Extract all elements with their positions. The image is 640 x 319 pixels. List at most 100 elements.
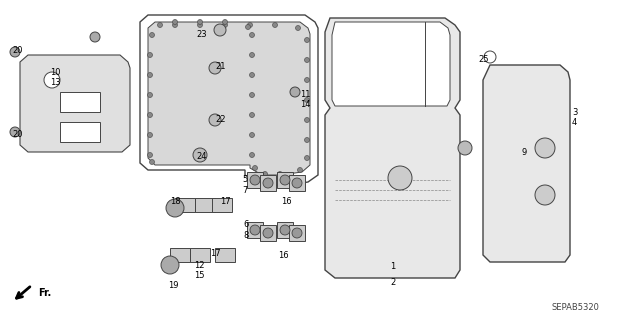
Text: 13: 13 <box>50 78 61 87</box>
Circle shape <box>173 23 177 27</box>
Circle shape <box>150 33 154 38</box>
Circle shape <box>305 78 310 83</box>
Circle shape <box>90 32 100 42</box>
Circle shape <box>262 172 268 176</box>
Text: 3: 3 <box>572 108 577 117</box>
Circle shape <box>273 23 278 27</box>
Circle shape <box>250 132 255 137</box>
Bar <box>215 248 235 262</box>
Text: 7: 7 <box>242 186 248 195</box>
Circle shape <box>157 23 163 27</box>
Text: 1: 1 <box>390 262 396 271</box>
Text: 15: 15 <box>194 271 205 280</box>
Text: 17: 17 <box>210 249 221 258</box>
Circle shape <box>535 185 555 205</box>
Text: 21: 21 <box>215 62 225 71</box>
Circle shape <box>198 23 202 27</box>
Text: 25: 25 <box>478 55 488 64</box>
Circle shape <box>147 93 152 98</box>
Circle shape <box>305 117 310 122</box>
Bar <box>247 172 263 188</box>
Polygon shape <box>483 65 570 262</box>
Text: Fr.: Fr. <box>38 288 51 298</box>
Bar <box>60 122 100 142</box>
Circle shape <box>44 72 60 88</box>
Text: 10: 10 <box>50 68 61 77</box>
Text: 20: 20 <box>12 46 22 55</box>
Circle shape <box>305 155 310 160</box>
Circle shape <box>305 98 310 102</box>
Circle shape <box>161 256 179 274</box>
Circle shape <box>193 148 207 162</box>
Text: 14: 14 <box>300 100 310 109</box>
Circle shape <box>147 152 152 158</box>
Text: 18: 18 <box>170 197 180 206</box>
Text: 17: 17 <box>220 197 230 206</box>
Circle shape <box>263 178 273 188</box>
Circle shape <box>250 113 255 117</box>
Bar <box>175 198 195 212</box>
Text: 22: 22 <box>215 115 225 124</box>
Text: 16: 16 <box>278 251 289 260</box>
Polygon shape <box>325 18 460 278</box>
Circle shape <box>223 23 227 27</box>
Circle shape <box>248 23 253 27</box>
Circle shape <box>250 175 260 185</box>
Circle shape <box>10 47 20 57</box>
Bar <box>277 172 293 188</box>
Bar <box>289 225 305 241</box>
Circle shape <box>280 225 290 235</box>
Text: 12: 12 <box>194 261 205 270</box>
Text: 5: 5 <box>242 175 247 184</box>
Circle shape <box>147 113 152 117</box>
Bar <box>195 198 215 212</box>
Bar <box>260 175 276 191</box>
Circle shape <box>223 19 227 25</box>
Circle shape <box>292 228 302 238</box>
Circle shape <box>458 141 472 155</box>
Polygon shape <box>332 22 450 106</box>
Circle shape <box>209 114 221 126</box>
Text: SEPAB5320: SEPAB5320 <box>551 303 599 313</box>
Circle shape <box>305 57 310 63</box>
Circle shape <box>253 166 257 170</box>
Text: 20: 20 <box>12 130 22 139</box>
Text: 16: 16 <box>281 197 292 206</box>
Text: 24: 24 <box>196 152 207 161</box>
Circle shape <box>166 199 184 217</box>
Circle shape <box>263 228 273 238</box>
Polygon shape <box>140 15 318 185</box>
Text: 8: 8 <box>243 231 248 240</box>
Text: 4: 4 <box>572 118 577 127</box>
Circle shape <box>10 127 20 137</box>
Bar <box>247 222 263 238</box>
Circle shape <box>535 138 555 158</box>
Text: 2: 2 <box>390 278 396 287</box>
Circle shape <box>198 19 202 25</box>
Circle shape <box>292 178 302 188</box>
Circle shape <box>246 25 250 29</box>
Circle shape <box>484 51 496 63</box>
Bar <box>212 198 232 212</box>
Text: 6: 6 <box>243 220 248 229</box>
Bar <box>260 225 276 241</box>
Circle shape <box>250 93 255 98</box>
Bar <box>60 92 100 112</box>
Circle shape <box>250 33 255 38</box>
Circle shape <box>250 152 255 158</box>
Circle shape <box>290 87 300 97</box>
Circle shape <box>147 132 152 137</box>
Circle shape <box>173 19 177 25</box>
Circle shape <box>305 38 310 42</box>
Circle shape <box>250 53 255 57</box>
Circle shape <box>250 72 255 78</box>
Text: 11: 11 <box>300 90 310 99</box>
Circle shape <box>214 24 226 36</box>
Circle shape <box>250 225 260 235</box>
Text: 19: 19 <box>168 281 179 290</box>
Bar <box>190 248 210 262</box>
Bar <box>277 222 293 238</box>
Text: 23: 23 <box>196 30 207 39</box>
Circle shape <box>298 167 303 173</box>
Bar <box>170 248 190 262</box>
